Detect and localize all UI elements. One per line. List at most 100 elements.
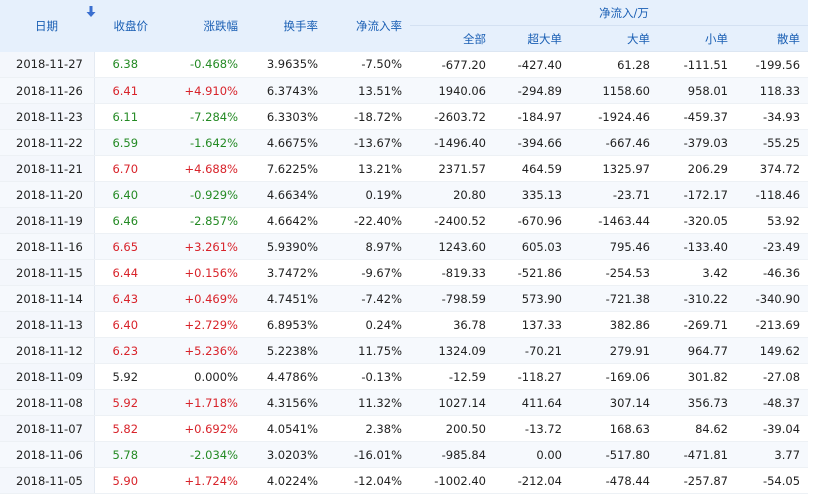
cell-large: -1463.44 <box>570 207 658 234</box>
cell-date: 2018-11-13 <box>0 311 95 338</box>
column-header-total[interactable]: 全部 <box>410 25 494 52</box>
cell-date: 2018-11-08 <box>0 389 95 416</box>
cell-retail: -54.05 <box>736 467 809 494</box>
cell-retail: -27.08 <box>736 363 809 390</box>
cell-net-rate: 8.97% <box>326 233 410 260</box>
table-row[interactable]: 2018-11-20 6.40 -0.929% 4.6634% 0.19% 20.80 33… <box>0 181 809 208</box>
column-header-close-label: 收盘价 <box>113 18 149 33</box>
cell-net-rate: -12.04% <box>326 467 410 494</box>
cell-close: 5.92 <box>94 363 156 390</box>
table-row[interactable]: 2018-11-16 6.65 +3.261% 5.9390% 8.97% 1243.60… <box>0 233 809 260</box>
cell-change: +0.156% <box>156 259 246 286</box>
column-header-retail[interactable]: 散单 <box>736 25 809 52</box>
cell-turnover: 6.3743% <box>246 77 326 104</box>
column-header-small-label: 小单 <box>705 31 728 46</box>
cell-large: 307.14 <box>570 389 658 416</box>
cell-date: 2018-11-20 <box>0 181 95 208</box>
cell-close: 5.82 <box>94 415 156 442</box>
column-header-super[interactable]: 超大单 <box>494 25 570 52</box>
cell-large: 795.46 <box>570 233 658 260</box>
cell-small: 958.01 <box>658 77 736 104</box>
cell-retail: 374.72 <box>736 155 809 182</box>
table-row[interactable]: 2018-11-23 6.11 -7.284% 6.3303% -18.72% -2603… <box>0 103 809 130</box>
table-row[interactable]: 2018-11-08 5.92 +1.718% 4.3156% 11.32% 1027.1… <box>0 389 809 416</box>
cell-total: 20.80 <box>410 181 494 208</box>
table-row[interactable]: 2018-11-26 6.41 +4.910% 6.3743% 13.51% 1940.0… <box>0 77 809 104</box>
column-header-large[interactable]: 大单 <box>570 25 658 52</box>
cell-date: 2018-11-09 <box>0 363 95 390</box>
column-header-date-label: 日期 <box>35 18 58 33</box>
cell-close: 6.44 <box>94 259 156 286</box>
table-row[interactable]: 2018-11-09 5.92 0.000% 4.4786% -0.13% -12.59-… <box>0 363 809 390</box>
cell-date: 2018-11-12 <box>0 337 95 364</box>
cell-super: -13.72 <box>494 415 570 442</box>
table-row[interactable]: 2018-11-05 5.90 +1.724% 4.0224% -12.04% -1002… <box>0 467 809 494</box>
column-header-total-label: 全部 <box>463 31 486 46</box>
table-row[interactable]: 2018-11-15 6.44 +0.156% 3.7472% -9.67% -819.3… <box>0 259 809 286</box>
table-row[interactable]: 2018-11-07 5.82 +0.692% 4.0541% 2.38% 200.50-… <box>0 415 809 442</box>
cell-turnover: 6.3303% <box>246 103 326 130</box>
column-header-date[interactable]: 日期 <box>0 0 94 52</box>
cell-large: 61.28 <box>570 51 658 78</box>
arrow-down-icon[interactable] <box>86 6 96 21</box>
cell-date: 2018-11-27 <box>0 51 95 78</box>
cell-super: -521.86 <box>494 259 570 286</box>
cell-super: 335.13 <box>494 181 570 208</box>
cell-total: -985.84 <box>410 441 494 468</box>
cell-super: 573.90 <box>494 285 570 312</box>
cell-total: 1940.06 <box>410 77 494 104</box>
cell-net-rate: 2.38% <box>326 415 410 442</box>
table-row[interactable]: 2018-11-14 6.43 +0.469% 4.7451% -7.42% -798.5… <box>0 285 809 312</box>
table-row[interactable]: 2018-11-12 6.23 +5.236% 5.2238% 11.75% 1324.0… <box>0 337 809 364</box>
cell-net-rate: -7.42% <box>326 285 410 312</box>
column-header-small[interactable]: 小单 <box>658 25 736 52</box>
cell-small: -172.17 <box>658 181 736 208</box>
cell-small: 84.62 <box>658 415 736 442</box>
cell-large: 1158.60 <box>570 77 658 104</box>
column-header-large-label: 大单 <box>627 31 650 46</box>
cell-small: -320.05 <box>658 207 736 234</box>
cell-net-rate: -7.50% <box>326 51 410 78</box>
table-row[interactable]: 2018-11-19 6.46 -2.857% 4.6642% -22.40% -2400… <box>0 207 809 234</box>
cell-change: +1.718% <box>156 389 246 416</box>
cell-retail: -48.37 <box>736 389 809 416</box>
cell-super: -184.97 <box>494 103 570 130</box>
cell-close: 6.41 <box>94 77 156 104</box>
cell-total: 1324.09 <box>410 337 494 364</box>
cell-total: -12.59 <box>410 363 494 390</box>
cell-retail: -46.36 <box>736 259 809 286</box>
cell-change: 0.000% <box>156 363 246 390</box>
column-header-turnover[interactable]: 换手率 <box>246 0 326 52</box>
cell-close: 6.11 <box>94 103 156 130</box>
cell-change: -2.857% <box>156 207 246 234</box>
cell-turnover: 4.6675% <box>246 129 326 156</box>
cell-small: -257.87 <box>658 467 736 494</box>
column-header-change[interactable]: 涨跌幅 <box>156 0 246 52</box>
table-row[interactable]: 2018-11-27 6.38 -0.468% 3.9635% -7.50% -677.2… <box>0 51 809 78</box>
cell-turnover: 6.8953% <box>246 311 326 338</box>
cell-close: 6.70 <box>94 155 156 182</box>
cell-change: -2.034% <box>156 441 246 468</box>
cell-total: 1243.60 <box>410 233 494 260</box>
table-body: 2018-11-27 6.38 -0.468% 3.9635% -7.50% -677.2… <box>0 51 809 494</box>
column-header-net-rate[interactable]: 净流入率 <box>326 0 410 52</box>
table-row[interactable]: 2018-11-13 6.40 +2.729% 6.8953% 0.24% 36.78 13… <box>0 311 809 338</box>
cell-total: -2400.52 <box>410 207 494 234</box>
column-header-close[interactable]: 收盘价 <box>86 0 156 52</box>
cell-retail: -118.46 <box>736 181 809 208</box>
table-row[interactable]: 2018-11-06 5.78 -2.034% 3.0203% -16.01% -985.… <box>0 441 809 468</box>
cell-change: +4.688% <box>156 155 246 182</box>
cell-turnover: 4.4786% <box>246 363 326 390</box>
cell-retail: 149.62 <box>736 337 809 364</box>
cell-total: -677.20 <box>410 51 494 78</box>
table-row[interactable]: 2018-11-21 6.70 +4.688% 7.6225% 13.21% 2371.5… <box>0 155 809 182</box>
cell-turnover: 3.0203% <box>246 441 326 468</box>
cell-date: 2018-11-19 <box>0 207 95 234</box>
cell-large: -721.38 <box>570 285 658 312</box>
table-row[interactable]: 2018-11-22 6.59 -1.642% 4.6675% -13.67% -1496… <box>0 129 809 156</box>
cell-super: 464.59 <box>494 155 570 182</box>
cell-total: 200.50 <box>410 415 494 442</box>
cell-retail: -199.56 <box>736 51 809 78</box>
